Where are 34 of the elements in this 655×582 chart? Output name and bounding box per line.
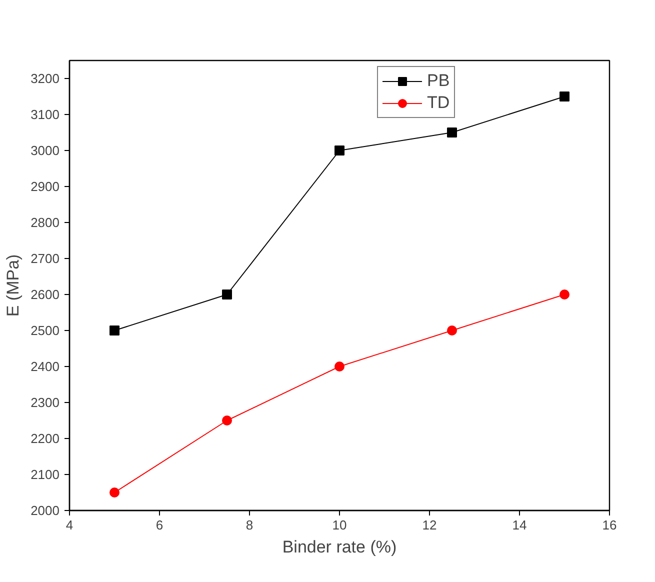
y-tick-label: 3100	[30, 107, 60, 122]
y-tick-label: 2200	[30, 431, 60, 446]
legend-label: PB	[427, 71, 450, 91]
point	[110, 326, 120, 336]
point	[560, 92, 570, 102]
y-tick-label: 3200	[30, 71, 60, 86]
y-tick-label: 2600	[30, 287, 60, 302]
x-tick-label: 4	[66, 518, 74, 532]
y-tick-label: 2300	[30, 395, 60, 410]
x-tick-label: 8	[246, 518, 254, 532]
x-tick-label: 16	[602, 518, 617, 532]
y-tick-label: 2000	[30, 503, 60, 518]
y-tick-label: 3000	[30, 143, 60, 158]
y-tick-label: 2700	[30, 251, 60, 266]
y-tick-label: 2100	[30, 467, 60, 482]
point	[447, 128, 457, 138]
y-tick-label: 2900	[30, 179, 60, 194]
x-tick-label: 10	[332, 518, 347, 532]
point	[334, 362, 344, 372]
x-tick-label: 14	[512, 518, 527, 532]
x-tick-label: 6	[156, 518, 164, 532]
legend-label: TD	[427, 93, 450, 113]
y-tick-label: 2400	[30, 359, 60, 374]
x-tick-label: 12	[422, 518, 437, 532]
point	[560, 290, 570, 300]
y-tick-label: 2800	[30, 215, 60, 230]
point	[334, 146, 344, 156]
x-axis-title: Binder rate (%)	[282, 538, 397, 556]
y-tick-label: 2500	[30, 323, 60, 338]
point	[110, 488, 120, 498]
y-axis-title: E (MPa)	[4, 254, 23, 317]
point	[222, 416, 232, 426]
point	[447, 326, 457, 336]
point	[222, 290, 232, 300]
